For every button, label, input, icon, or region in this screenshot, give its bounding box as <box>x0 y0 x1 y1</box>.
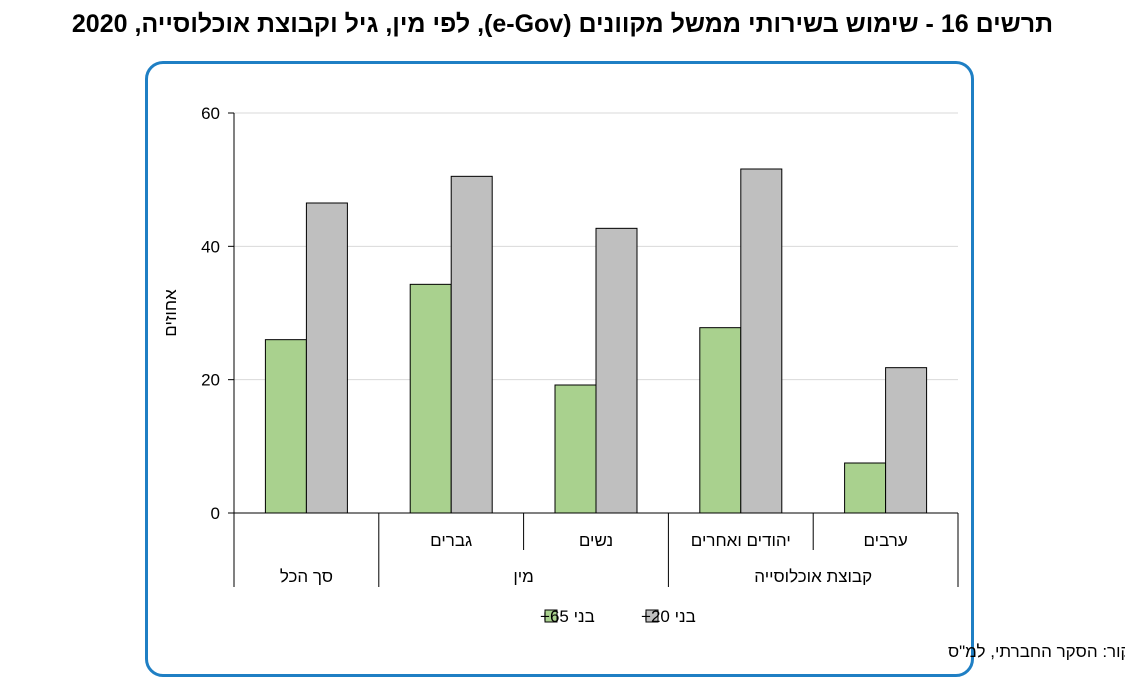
bar <box>844 462 887 514</box>
bars <box>264 168 928 514</box>
bar <box>885 367 928 514</box>
legend-label: בני 20+ <box>641 607 696 626</box>
bar <box>264 339 307 514</box>
bar <box>450 175 493 514</box>
bar <box>409 283 452 514</box>
group-label: סך הכל <box>280 567 333 586</box>
category-label: נשים <box>579 531 613 550</box>
group-label: מין <box>513 567 534 586</box>
y-tick-label: 20 <box>201 371 220 390</box>
y-axis-label: אחוזים <box>161 289 180 337</box>
bar <box>740 168 783 514</box>
legend-swatch <box>645 609 659 623</box>
chart-frame <box>145 61 974 677</box>
category-label: ערבים <box>863 531 907 550</box>
labels: 0 20 40 60 אחוזים סך הכל גברים נשים מין יהודים וא… <box>161 104 1125 661</box>
bar <box>554 384 597 514</box>
group-label: קבוצת אוכלוסייה <box>754 567 872 586</box>
category-label: יהודים ואחרים <box>691 531 791 550</box>
legend-swatch <box>544 609 558 623</box>
page-title: תרשים 16 - שימוש בשירותי ממשל מקוונים (e… <box>71 10 1054 38</box>
bar <box>595 227 638 514</box>
bar <box>699 327 742 514</box>
source-note: מקור: הסקר החברתי, למ"ס <box>948 642 1125 661</box>
y-tick-label: 40 <box>201 237 220 256</box>
axes <box>228 112 959 587</box>
bar <box>305 202 348 514</box>
legend-label: בני 65+ <box>540 607 595 626</box>
category-label: גברים <box>430 531 472 550</box>
y-tick-label: 60 <box>201 104 220 123</box>
y-tick-label: 0 <box>211 504 220 523</box>
